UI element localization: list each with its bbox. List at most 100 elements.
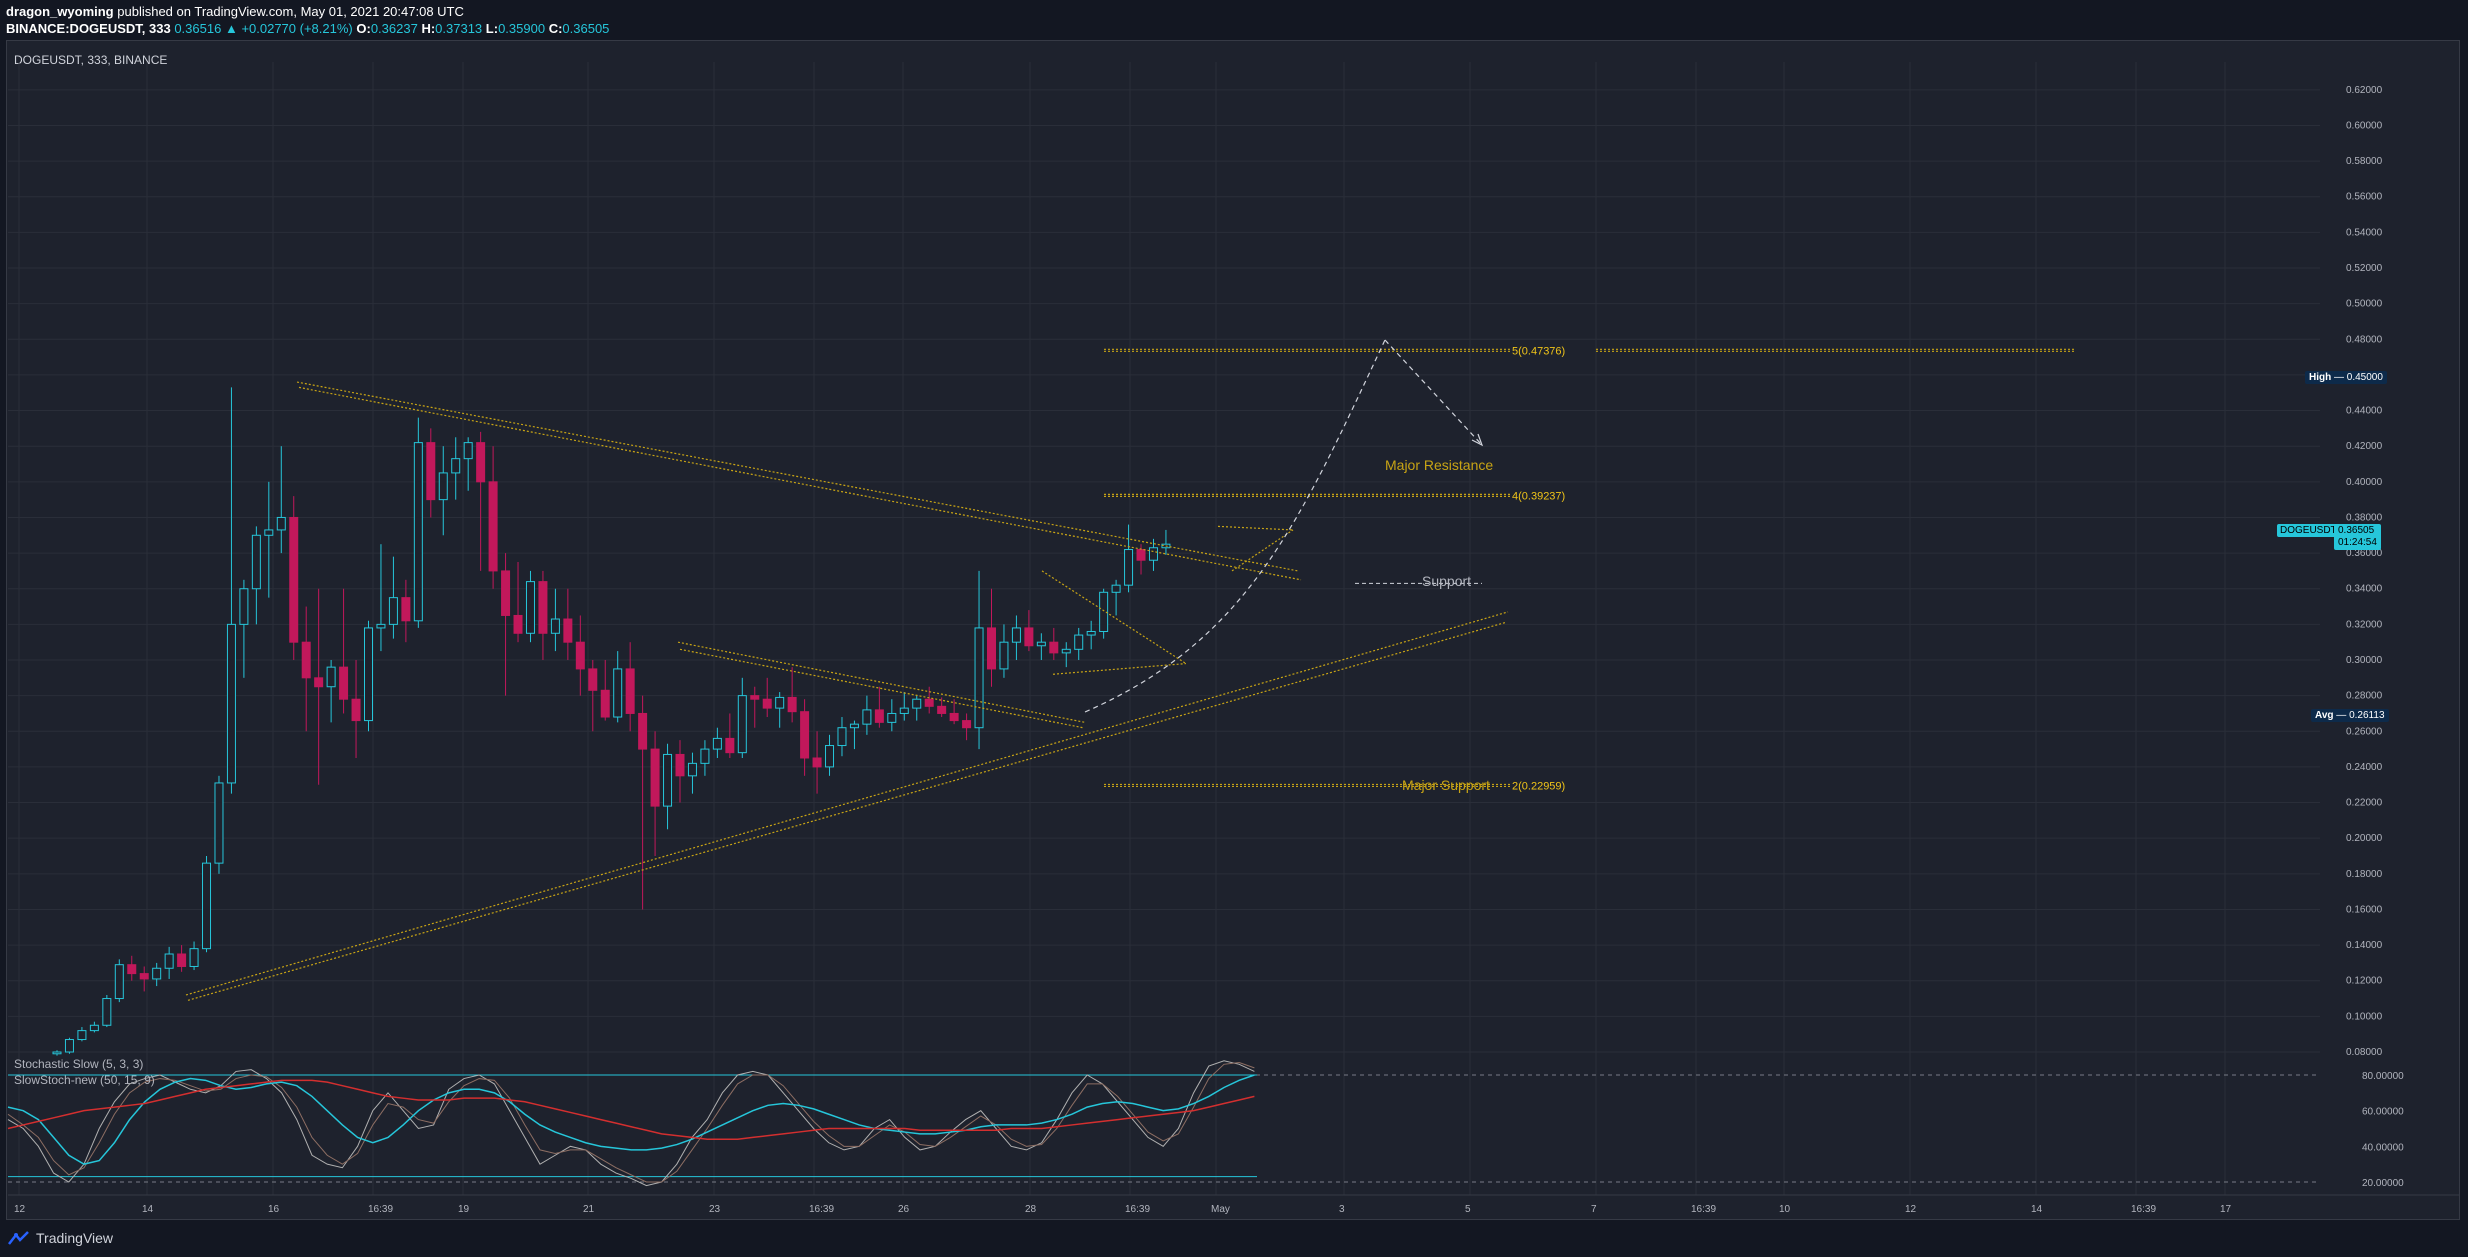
candle-down <box>1136 549 1146 561</box>
price-axis-label: 0.42000 <box>2346 441 2383 452</box>
candle-down <box>301 641 311 679</box>
candle-down <box>563 618 573 643</box>
candle-up <box>202 862 212 950</box>
candle-up <box>613 668 623 718</box>
time-axis-label: 16:39 <box>809 1204 834 1215</box>
candle-down <box>625 668 635 714</box>
candle-up <box>438 472 448 501</box>
candle-up <box>276 516 286 531</box>
candle-up <box>152 967 162 980</box>
candle-up <box>1036 641 1046 647</box>
tradingview-logo-icon <box>8 1231 29 1245</box>
candle-down <box>650 748 660 807</box>
slowstoch-new-label[interactable]: SlowStoch-new (50, 15, 9) <box>14 1073 155 1087</box>
support-trendline <box>187 622 1506 1001</box>
pennant-small-bottom <box>1231 529 1294 572</box>
candle-up <box>376 623 386 629</box>
candle-down <box>987 627 996 670</box>
candle-down <box>426 442 436 501</box>
price-axis-label: 0.22000 <box>2346 798 2383 809</box>
time-axis-label: 16:39 <box>368 1204 393 1215</box>
candle-up <box>164 953 174 969</box>
candle-down <box>924 698 934 707</box>
candle-down <box>675 753 685 777</box>
candle-up <box>114 964 124 1000</box>
fib4-label: 4(0.39237) <box>1512 490 1565 502</box>
high-tag: High — 0.45000 <box>2305 371 2387 384</box>
candle-down <box>575 641 585 670</box>
major-resistance-label: Major Resistance <box>1385 457 1493 473</box>
price-axis-label: 0.38000 <box>2346 512 2383 523</box>
candle-up <box>1111 584 1121 593</box>
candle-down <box>488 481 498 572</box>
pennant-lower <box>1052 662 1187 675</box>
candle-up <box>887 712 897 723</box>
candle-up <box>849 723 859 729</box>
slowstoch-d-line <box>7 1079 1255 1140</box>
candle-down <box>750 695 760 700</box>
candle-up <box>89 1024 99 1032</box>
high-value: 0.37313 <box>435 21 483 36</box>
price-axis-label: 0.40000 <box>2346 477 2383 488</box>
symbol-tag: DOGEUSDT <box>2277 524 2340 537</box>
candle-up <box>326 666 336 688</box>
price-axis-label: 0.44000 <box>2346 406 2383 417</box>
fib2-label: 2(0.22959) <box>1512 780 1565 792</box>
open-value: 0.36237 <box>370 21 418 36</box>
support-trendline <box>185 611 1509 996</box>
candle-down <box>476 442 486 483</box>
time-axis-label: 26 <box>898 1204 910 1215</box>
candle-up <box>413 442 423 622</box>
candle-down <box>638 712 648 750</box>
projection-path <box>1384 339 1483 446</box>
candle-up <box>1011 627 1021 643</box>
candle-up <box>912 698 922 709</box>
projection-arrowhead <box>1471 433 1484 447</box>
flag-upper-line <box>679 648 1084 729</box>
price-axis-label: 0.08000 <box>2346 1047 2383 1058</box>
price-axis-label: 0.24000 <box>2346 762 2383 773</box>
stoch-slow-label[interactable]: Stochastic Slow (5, 3, 3) <box>14 1057 144 1071</box>
pennant-upper <box>1041 570 1187 665</box>
time-axis-label: 12 <box>1905 1204 1917 1215</box>
stoch-level-label: 80.00000 <box>2362 1071 2404 1082</box>
candle-up <box>1124 549 1134 586</box>
time-axis-label: 23 <box>709 1204 721 1215</box>
published-text: published on TradingView.com, May 01, 20… <box>117 4 464 19</box>
candle-down <box>339 666 349 700</box>
candle-up <box>1099 591 1109 632</box>
candle-up <box>1148 547 1158 561</box>
candle-down <box>588 668 598 691</box>
candle-up <box>251 534 261 590</box>
candle-up <box>974 627 984 729</box>
current-price-tag: 0.36505 01:24:54 <box>2334 524 2381 550</box>
candle-up <box>825 745 835 768</box>
candle-down <box>949 712 959 722</box>
price-axis-label: 0.12000 <box>2346 976 2383 987</box>
candle-up <box>264 529 274 536</box>
time-axis-label: 16 <box>268 1204 280 1215</box>
time-axis-label: 16:39 <box>1691 1204 1716 1215</box>
major-support-label: Major Support <box>1402 777 1490 793</box>
chart-pane[interactable] <box>6 40 2460 1220</box>
ohlc-legend: BINANCE:DOGEUSDT, 333 0.36516 ▲ +0.02770… <box>6 21 610 36</box>
time-axis-label: 28 <box>1025 1204 1037 1215</box>
candle-up <box>550 618 560 634</box>
candle-down <box>127 964 137 975</box>
candle-up <box>463 442 473 460</box>
tradingview-logo[interactable]: TradingView <box>8 1230 113 1246</box>
candle-down <box>962 720 972 729</box>
time-axis-label: 17 <box>2220 1204 2232 1215</box>
candle-up <box>862 709 872 725</box>
candle-up <box>1061 648 1071 654</box>
time-axis-label: 3 <box>1339 1204 1345 1215</box>
stoch-level-label: 20.00000 <box>2362 1178 2404 1189</box>
price-axis-label: 0.62000 <box>2346 85 2383 96</box>
author-name[interactable]: dragon_wyoming <box>6 4 114 19</box>
candle-up <box>663 753 673 807</box>
time-axis-label: 5 <box>1465 1204 1471 1215</box>
publish-info: dragon_wyoming published on TradingView.… <box>6 4 464 19</box>
candle-countdown: 01:24:54 <box>2338 537 2377 548</box>
candle-down <box>289 516 299 643</box>
